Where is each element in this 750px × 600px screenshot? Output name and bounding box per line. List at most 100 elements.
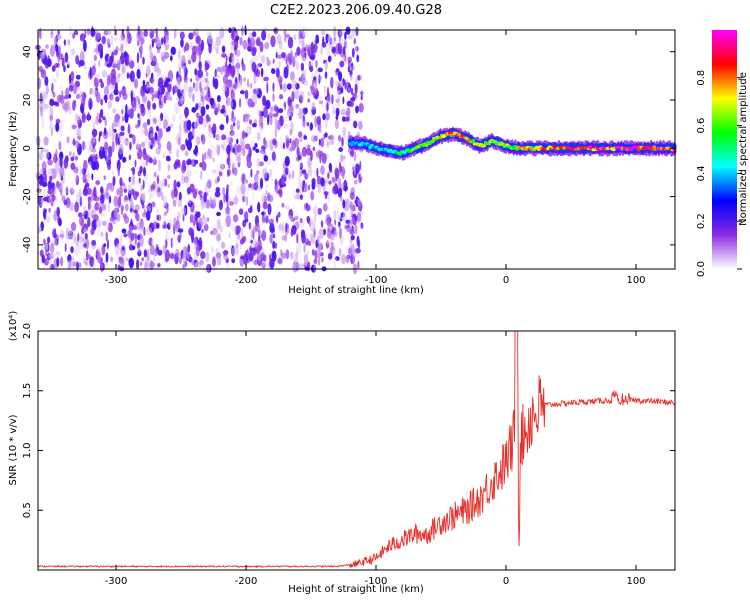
noise-speck	[307, 98, 311, 103]
noise-speck	[193, 136, 198, 148]
noise-speck	[206, 178, 212, 189]
noise-speck	[70, 234, 74, 240]
noise-speck	[172, 113, 176, 123]
noise-speck	[88, 161, 92, 167]
noise-speck	[111, 132, 115, 141]
noise-speck	[182, 91, 187, 98]
noise-speck	[301, 29, 305, 35]
noise-speck	[251, 61, 257, 73]
noise-speck	[41, 161, 47, 172]
noise-speck	[74, 113, 79, 122]
noise-speck	[252, 54, 259, 63]
noise-speck	[351, 87, 354, 96]
noise-speck	[134, 78, 139, 89]
noise-speck	[96, 246, 101, 253]
noise-speck	[311, 178, 316, 183]
noise-speck	[319, 129, 322, 134]
colorbar-tick-label: 0.6	[696, 118, 707, 134]
noise-speck	[248, 222, 252, 230]
noise-speck	[87, 147, 93, 154]
noise-speck	[140, 43, 143, 55]
noise-speck	[251, 47, 257, 57]
noise-speck	[81, 97, 86, 108]
noise-speck	[130, 232, 135, 242]
noise-speck	[301, 169, 307, 175]
noise-speck	[298, 77, 303, 82]
noise-speck	[179, 31, 185, 40]
noise-speck	[287, 145, 293, 155]
noise-speck	[152, 102, 157, 110]
noise-speck	[113, 116, 119, 128]
y-tick-label: -40	[22, 237, 33, 253]
noise-speck	[84, 184, 87, 193]
noise-speck	[232, 147, 236, 154]
noise-speck	[107, 117, 111, 122]
noise-speck	[63, 158, 69, 169]
noise-speck	[345, 198, 350, 204]
noise-speck	[124, 150, 128, 159]
ridge-cell	[536, 147, 541, 151]
noise-speck	[137, 241, 140, 249]
noise-speck	[162, 152, 166, 159]
noise-speck	[153, 248, 158, 257]
noise-speck	[129, 60, 135, 69]
noise-speck	[146, 248, 150, 261]
noise-speck	[49, 175, 53, 182]
noise-speck	[357, 199, 362, 207]
noise-speck	[105, 192, 110, 200]
noise-speck	[233, 167, 238, 176]
noise-speck	[320, 177, 325, 187]
noise-speck	[145, 228, 149, 235]
noise-speck	[341, 136, 344, 147]
noise-speck	[201, 217, 204, 223]
noise-speck	[54, 162, 60, 173]
noise-speck	[122, 246, 125, 251]
noise-speck	[89, 100, 92, 111]
noise-speck	[78, 262, 82, 268]
noise-speck	[166, 155, 171, 161]
noise-speck	[94, 196, 100, 202]
noise-speck	[186, 159, 192, 166]
noise-speck	[325, 44, 331, 57]
noise-speck	[78, 188, 82, 199]
noise-speck	[330, 76, 334, 89]
noise-speck	[330, 134, 335, 145]
noise-speck	[137, 25, 141, 36]
noise-speck	[178, 66, 181, 78]
noise-speck	[263, 209, 268, 219]
noise-speck	[146, 231, 149, 243]
noise-speck	[242, 63, 246, 72]
noise-speck	[120, 43, 124, 48]
noise-speck	[221, 143, 225, 151]
noise-speck	[302, 79, 309, 86]
noise-speck	[269, 222, 275, 234]
noise-speck	[239, 90, 245, 95]
noise-speck	[81, 112, 86, 124]
noise-speck	[40, 199, 43, 210]
noise-speck	[314, 115, 318, 128]
noise-speck	[149, 89, 155, 96]
noise-speck	[53, 183, 56, 196]
noise-speck	[81, 140, 87, 150]
noise-speck	[202, 153, 204, 164]
noise-speck	[342, 45, 346, 56]
noise-speck	[113, 49, 118, 56]
noise-speck	[190, 214, 195, 223]
noise-speck	[201, 161, 207, 171]
noise-speck	[290, 71, 295, 81]
noise-speck	[95, 219, 102, 228]
noise-speck	[74, 207, 79, 212]
noise-speck	[257, 63, 263, 68]
noise-speck	[130, 218, 133, 226]
noise-speck	[254, 222, 260, 232]
noise-speck	[180, 174, 185, 185]
noise-speck	[329, 197, 333, 207]
noise-speck	[282, 115, 288, 122]
noise-speck	[267, 138, 271, 143]
noise-speck	[118, 144, 124, 155]
noise-speck	[139, 207, 143, 215]
noise-speck	[63, 65, 66, 73]
noise-speck	[79, 59, 85, 67]
noise-speck	[327, 252, 333, 260]
noise-speck	[99, 112, 101, 125]
